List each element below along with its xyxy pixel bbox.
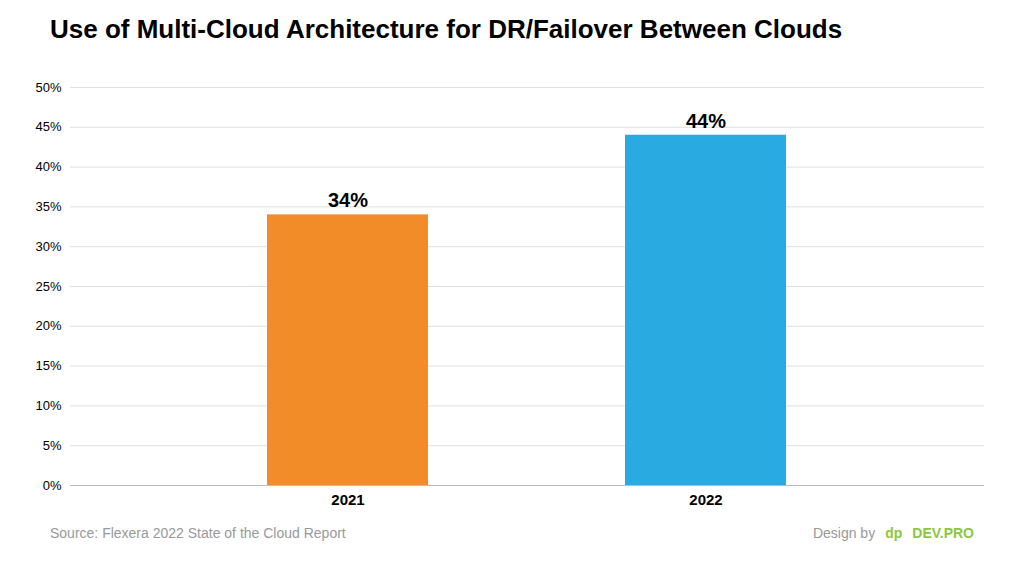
svg-text:40%: 40% — [35, 159, 61, 174]
html-text:dp: dp — [885, 525, 903, 541]
html-text:Source: Flexera 2022 State of: Source: Flexera 2022 State of the Cloud … — [50, 525, 346, 541]
svg-text:0%: 0% — [43, 478, 62, 493]
svg-text:2021: 2021 — [331, 491, 364, 508]
svg-text:10%: 10% — [35, 398, 61, 413]
html-text:Design by: Design by — [812, 525, 876, 541]
svg-text:30%: 30% — [35, 239, 61, 254]
svg-text:15%: 15% — [35, 358, 61, 373]
html-text:DEV.PRO: DEV.PRO — [912, 525, 974, 541]
svg-text:50%: 50% — [35, 80, 61, 95]
svg-text:25%: 25% — [35, 279, 61, 294]
svg-text:44%: 44% — [686, 110, 726, 132]
svg-text:35%: 35% — [35, 199, 61, 214]
svg-text:45%: 45% — [35, 119, 61, 134]
html-text:Use of Multi-Cloud Architectur: Use of Multi-Cloud Architecture for DR/F… — [50, 14, 843, 44]
svg-text:34%: 34% — [328, 189, 368, 211]
svg-text:20%: 20% — [35, 318, 61, 333]
svg-text:5%: 5% — [43, 438, 62, 453]
svg-text:2022: 2022 — [689, 491, 722, 508]
